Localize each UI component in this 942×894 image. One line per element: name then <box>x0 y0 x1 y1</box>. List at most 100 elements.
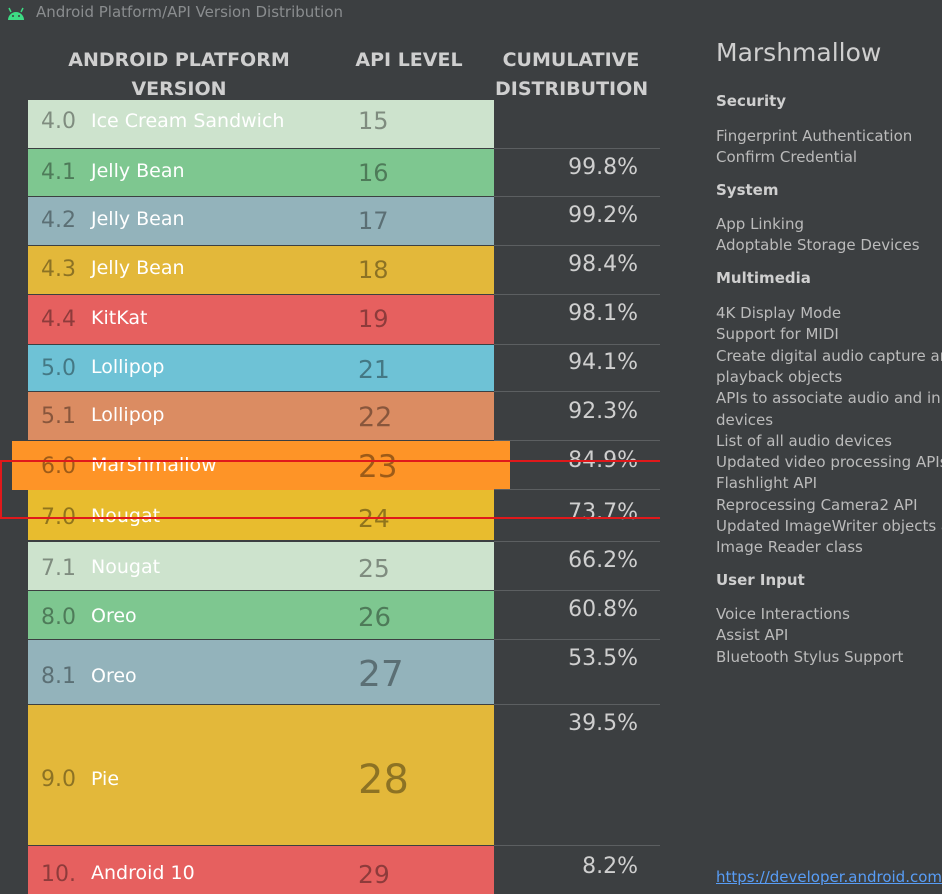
row-codename: Nougat <box>91 505 161 527</box>
table-row[interactable]: 4.4 KitKat 19 <box>28 295 494 344</box>
window-title: Android Platform/API Version Distributio… <box>36 3 344 21</box>
row-cumulative-distribution: 39.5% <box>568 711 638 736</box>
title-bar: Android Platform/API Version Distributio… <box>0 0 942 26</box>
details-section-title: User Input <box>716 571 805 589</box>
table-row[interactable]: 4.2 Jelly Bean 17 <box>28 197 494 245</box>
details-item: devices <box>716 410 774 429</box>
row-cumulative-distribution: 53.5% <box>568 646 638 671</box>
distribution-divider <box>494 148 660 149</box>
details-item: Flashlight API <box>716 474 818 493</box>
row-version: 5.1 <box>41 404 76 429</box>
details-item: Support for MIDI <box>716 325 839 344</box>
table-row[interactable]: 10. Android 10 29 <box>28 846 494 894</box>
distribution-divider <box>494 639 660 640</box>
details-heading: Marshmallow <box>716 38 882 67</box>
distribution-divider <box>494 541 660 542</box>
distribution-divider <box>494 489 660 490</box>
details-item: Assist API <box>716 626 789 645</box>
table-row[interactable]: 7.1 Nougat 25 <box>28 542 494 590</box>
details-section-title: Multimedia <box>716 269 811 287</box>
row-cumulative-distribution: 98.1% <box>568 301 638 326</box>
distribution-divider <box>494 245 660 246</box>
distribution-divider <box>494 845 660 846</box>
android-icon <box>8 7 24 20</box>
row-codename: Ice Cream Sandwich <box>91 110 285 132</box>
table-row[interactable]: 6.0 Marshmallow 23 <box>12 441 510 490</box>
details-section-title: Security <box>716 92 787 110</box>
row-version: 7.0 <box>41 505 76 530</box>
header-platform-version: ANDROID PLATFORM VERSION <box>68 49 290 100</box>
row-version: 4.1 <box>41 160 76 185</box>
details-item: APIs to associate audio and input <box>716 389 942 408</box>
details-item: 4K Display Mode <box>716 304 842 322</box>
row-cumulative-distribution: 98.4% <box>568 252 638 277</box>
table-row[interactable]: 9.0 Pie 28 <box>28 705 494 845</box>
distribution-divider <box>494 391 660 392</box>
table-row[interactable]: 4.1 Jelly Bean 16 <box>28 149 494 196</box>
row-version: 4.4 <box>41 307 76 332</box>
row-cumulative-distribution: 60.8% <box>568 597 638 622</box>
row-codename: Jelly Bean <box>91 257 185 279</box>
table-row[interactable]: 5.0 Lollipop 21 <box>28 345 494 391</box>
row-codename: Lollipop <box>91 356 165 378</box>
row-api-level: 29 <box>358 860 390 889</box>
details-item: Confirm Credential <box>716 148 858 167</box>
table-row[interactable]: 4.3 Jelly Bean 18 <box>28 246 494 294</box>
row-version: 9.0 <box>41 767 76 792</box>
row-api-level: 24 <box>358 504 390 533</box>
details-item: playback objects <box>716 367 843 386</box>
row-version: 8.1 <box>41 664 76 689</box>
row-cumulative-distribution: 8.2% <box>582 854 638 879</box>
row-codename: Marshmallow <box>91 454 217 476</box>
distribution-divider <box>494 590 660 591</box>
row-version: 4.2 <box>41 208 76 233</box>
table-row[interactable]: 5.1 Lollipop 22 <box>28 392 494 440</box>
details-item: Updated video processing APIs <box>716 453 942 472</box>
row-codename: Jelly Bean <box>91 208 185 230</box>
row-api-level: 25 <box>358 554 390 583</box>
header-api-level: API LEVEL <box>355 49 463 71</box>
row-cumulative-distribution: 66.2% <box>568 548 638 573</box>
row-version: 8.0 <box>41 605 76 630</box>
table-row[interactable]: 7.0 Nougat 24 <box>28 490 494 540</box>
row-version: 4.0 <box>41 109 76 134</box>
row-cumulative-distribution: 99.2% <box>568 203 638 228</box>
distribution-divider <box>494 704 660 705</box>
row-api-level: 18 <box>358 256 389 284</box>
header-cumulative-distribution: CUMULATIVE DISTRIBUTION <box>495 49 649 100</box>
details-item: List of all audio devices <box>716 431 892 450</box>
row-cumulative-distribution: 84.9% <box>568 448 638 473</box>
row-api-level: 26 <box>358 603 392 633</box>
documentation-link[interactable]: https://developer.android.com/about/vers… <box>716 868 942 886</box>
details-item: Bluetooth Stylus Support <box>716 647 904 666</box>
row-version: 7.1 <box>41 556 76 581</box>
details-item: Voice Interactions <box>716 605 850 623</box>
row-version: 4.3 <box>41 257 76 282</box>
row-codename: Oreo <box>91 665 137 687</box>
row-codename: Lollipop <box>91 404 165 426</box>
row-codename: Pie <box>91 768 120 790</box>
details-item: Fingerprint Authentication <box>716 127 913 145</box>
row-api-level: 28 <box>358 757 409 803</box>
distribution-divider <box>494 196 660 197</box>
distribution-divider <box>494 344 660 345</box>
table-row[interactable]: 8.0 Oreo 26 <box>28 591 494 639</box>
details-item: Updated ImageWriter objects and <box>716 517 942 535</box>
distribution-divider <box>494 440 660 441</box>
row-codename: Nougat <box>91 556 161 578</box>
details-item: App Linking <box>716 215 804 233</box>
details-item: Adoptable Storage Devices <box>716 236 920 255</box>
details-item: Image Reader class <box>716 538 863 557</box>
table-row[interactable]: 8.1 Oreo 27 <box>28 640 494 704</box>
row-codename: KitKat <box>91 307 148 329</box>
row-version: 10. <box>41 862 76 887</box>
row-api-level: 23 <box>358 449 398 485</box>
row-version: 5.0 <box>41 356 76 381</box>
row-codename: Jelly Bean <box>91 160 185 182</box>
row-api-level: 17 <box>358 207 389 235</box>
row-api-level: 15 <box>358 107 389 135</box>
table-row[interactable]: 4.0 Ice Cream Sandwich 15 <box>28 100 494 148</box>
details-panel: Marshmallow Security Fingerprint Authenti… <box>716 28 942 894</box>
row-version: 6.0 <box>41 454 76 479</box>
row-cumulative-distribution: 92.3% <box>568 399 638 424</box>
